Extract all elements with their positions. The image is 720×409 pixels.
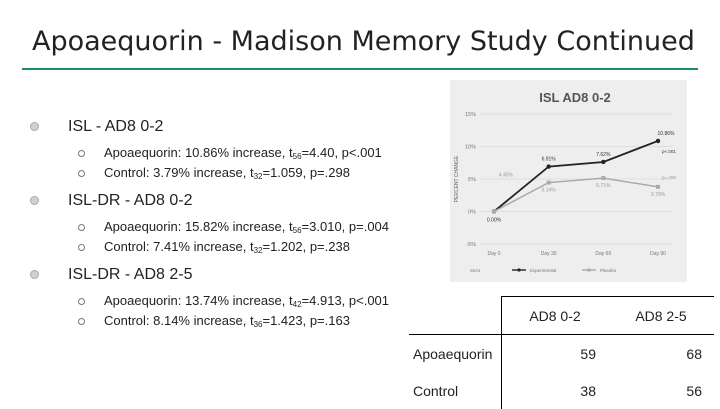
chart-series-line-placebo	[493, 177, 659, 213]
stat-prefix: Apoaequorin: 13.74% increase, t	[104, 293, 293, 308]
chart-data-point	[655, 138, 661, 144]
chart-legend-marker	[587, 268, 591, 272]
stat-prefix: Control: 8.14% increase, t	[104, 313, 254, 328]
bullet-dot-icon	[30, 196, 39, 205]
bullet-heading-text: ISL-DR - AD8 2-5	[68, 266, 193, 283]
stat-df: 32	[253, 172, 263, 181]
stat-suffix: =4.913, p<.001	[301, 293, 390, 308]
sub-bullet: Control: 8.14% increase, t36=1.423, p=.1…	[30, 311, 430, 331]
chart-legend-marker	[517, 268, 521, 272]
chart-x-tick-label: Day 90	[650, 251, 666, 257]
chart-x-tick-label: Day 0	[487, 251, 500, 257]
table-corner	[409, 297, 502, 335]
bullet-heading: ISL - AD8 0-2	[30, 116, 430, 138]
chart-series-line-experimental	[493, 140, 659, 213]
stat-suffix: =1.423, p=.163	[262, 313, 350, 328]
chart-data-label: 0.00%	[487, 218, 502, 224]
stat-suffix: =4.40, p<.001	[301, 145, 382, 160]
chart-data-point	[492, 209, 496, 214]
sub-bullet-ring-icon	[78, 244, 85, 251]
sub-bullet-ring-icon	[78, 298, 85, 305]
stat-prefix: Apoaequorin: 15.82% increase, t	[104, 219, 293, 234]
table-row: Control 38 56	[409, 372, 714, 409]
stat-df: 56	[292, 152, 302, 161]
chart-data-point	[546, 180, 551, 185]
table-cell: 59	[501, 334, 608, 372]
chart-data-label: 10.86%	[658, 131, 676, 137]
table-row-header: Control	[413, 382, 459, 399]
stat-suffix: =1.059, p=.298	[262, 165, 350, 180]
stat-suffix: =3.010, p=.004	[301, 219, 390, 234]
bullet-heading-text: ISL - AD8 0-2	[68, 118, 164, 135]
stat-prefix: Apoaequorin: 10.86% increase, t	[104, 145, 293, 160]
slide-title: Apoaequorin - Madison Memory Study Conti…	[32, 26, 695, 57]
sub-bullet-ring-icon	[78, 318, 85, 325]
sub-bullet-ring-icon	[78, 170, 85, 177]
bullet-heading-text: ISL-DR - AD8 0-2	[68, 192, 193, 209]
chart-data-label: 4.45%	[499, 173, 514, 179]
chart-legend-label: Experimental	[530, 268, 556, 273]
chart-data-label: 3.79%	[651, 192, 666, 198]
sub-bullet-ring-icon	[78, 150, 85, 157]
bullet-heading: ISL-DR - AD8 0-2	[30, 190, 430, 212]
table-header-row: AD8 0-2 AD8 2-5	[409, 296, 714, 335]
chart-data-point	[546, 164, 551, 169]
chart-x-tick-label: Day 30	[541, 251, 557, 257]
table-cell: 68	[608, 334, 714, 372]
sample-size-table: AD8 0-2 AD8 2-5 Apoaequorin 59 68 Contro…	[409, 296, 714, 409]
table-cell: 38	[501, 372, 608, 409]
chart-data-point	[656, 184, 660, 189]
chart-data-label: 6.91%	[542, 157, 557, 163]
sub-bullet: Control: 3.79% increase, t32=1.059, p=.2…	[30, 163, 430, 183]
chart-y-axis-label: PERCENT CHANGE	[454, 155, 460, 202]
chart-p-value-note: p<.001	[662, 149, 676, 154]
table-cell: 56	[686, 382, 702, 399]
chart-data-point	[601, 159, 606, 165]
chart-data-point	[601, 176, 606, 181]
chart-y-tick-label: 10%	[465, 145, 476, 151]
stat-prefix: Control: 7.41% increase, t	[104, 239, 254, 254]
bullet-list: ISL - AD8 0-2 Apoaequorin: 10.86% increa…	[30, 116, 430, 331]
bullet-dot-icon	[30, 122, 39, 131]
stat-df: 36	[253, 320, 263, 329]
chart-legend-label: Placebo	[600, 268, 617, 273]
chart-y-tick-label: 0%	[468, 210, 476, 216]
table-column-header: AD8 2-5	[608, 296, 714, 335]
stat-prefix: Control: 3.79% increase, t	[104, 165, 254, 180]
sub-bullet: Apoaequorin: 10.86% increase, t56=4.40, …	[30, 143, 430, 163]
chart-p-value-note: p=.298	[662, 175, 676, 180]
chart-data-label: 5.71%	[596, 183, 611, 189]
chart-data-label: 5.14%	[542, 188, 557, 194]
title-divider	[22, 68, 698, 70]
chart-x-tick-label: Day 60	[595, 251, 611, 257]
chart-legend-caption: Seri1	[470, 268, 481, 273]
sub-bullet: Control: 7.41% increase, t32=1.202, p=.2…	[30, 237, 430, 257]
sub-bullet-ring-icon	[78, 224, 85, 231]
table-row-header: Apoaequorin	[409, 334, 502, 372]
chart-y-tick-label: -5%	[466, 242, 476, 248]
bullet-dot-icon	[30, 270, 39, 279]
bullet-heading: ISL-DR - AD8 2-5	[30, 264, 430, 286]
chart-data-label: 7.62%	[596, 152, 611, 158]
table-row: Apoaequorin 59 68	[409, 334, 714, 372]
chart-title: ISL AD8 0-2	[539, 90, 611, 105]
stat-df: 56	[292, 226, 302, 235]
chart-y-tick-label: 5%	[468, 177, 476, 183]
stat-suffix: =1.202, p=.238	[262, 239, 350, 254]
stat-df: 42	[292, 300, 302, 309]
chart-y-tick-label: 15%	[465, 112, 476, 118]
stat-df: 32	[253, 246, 263, 255]
table-column-header: AD8 0-2	[501, 296, 608, 335]
line-chart: ISL AD8 0-2 PERCENT CHANGE 15% 10% 5% 0% -5% Da…	[454, 90, 676, 273]
sub-bullet: Apoaequorin: 13.74% increase, t42=4.913,…	[30, 291, 430, 311]
line-chart-image: ISL AD8 0-2 PERCENT CHANGE 15% 10% 5% 0% -5% Da…	[450, 80, 687, 282]
sub-bullet: Apoaequorin: 15.82% increase, t56=3.010,…	[30, 217, 430, 237]
